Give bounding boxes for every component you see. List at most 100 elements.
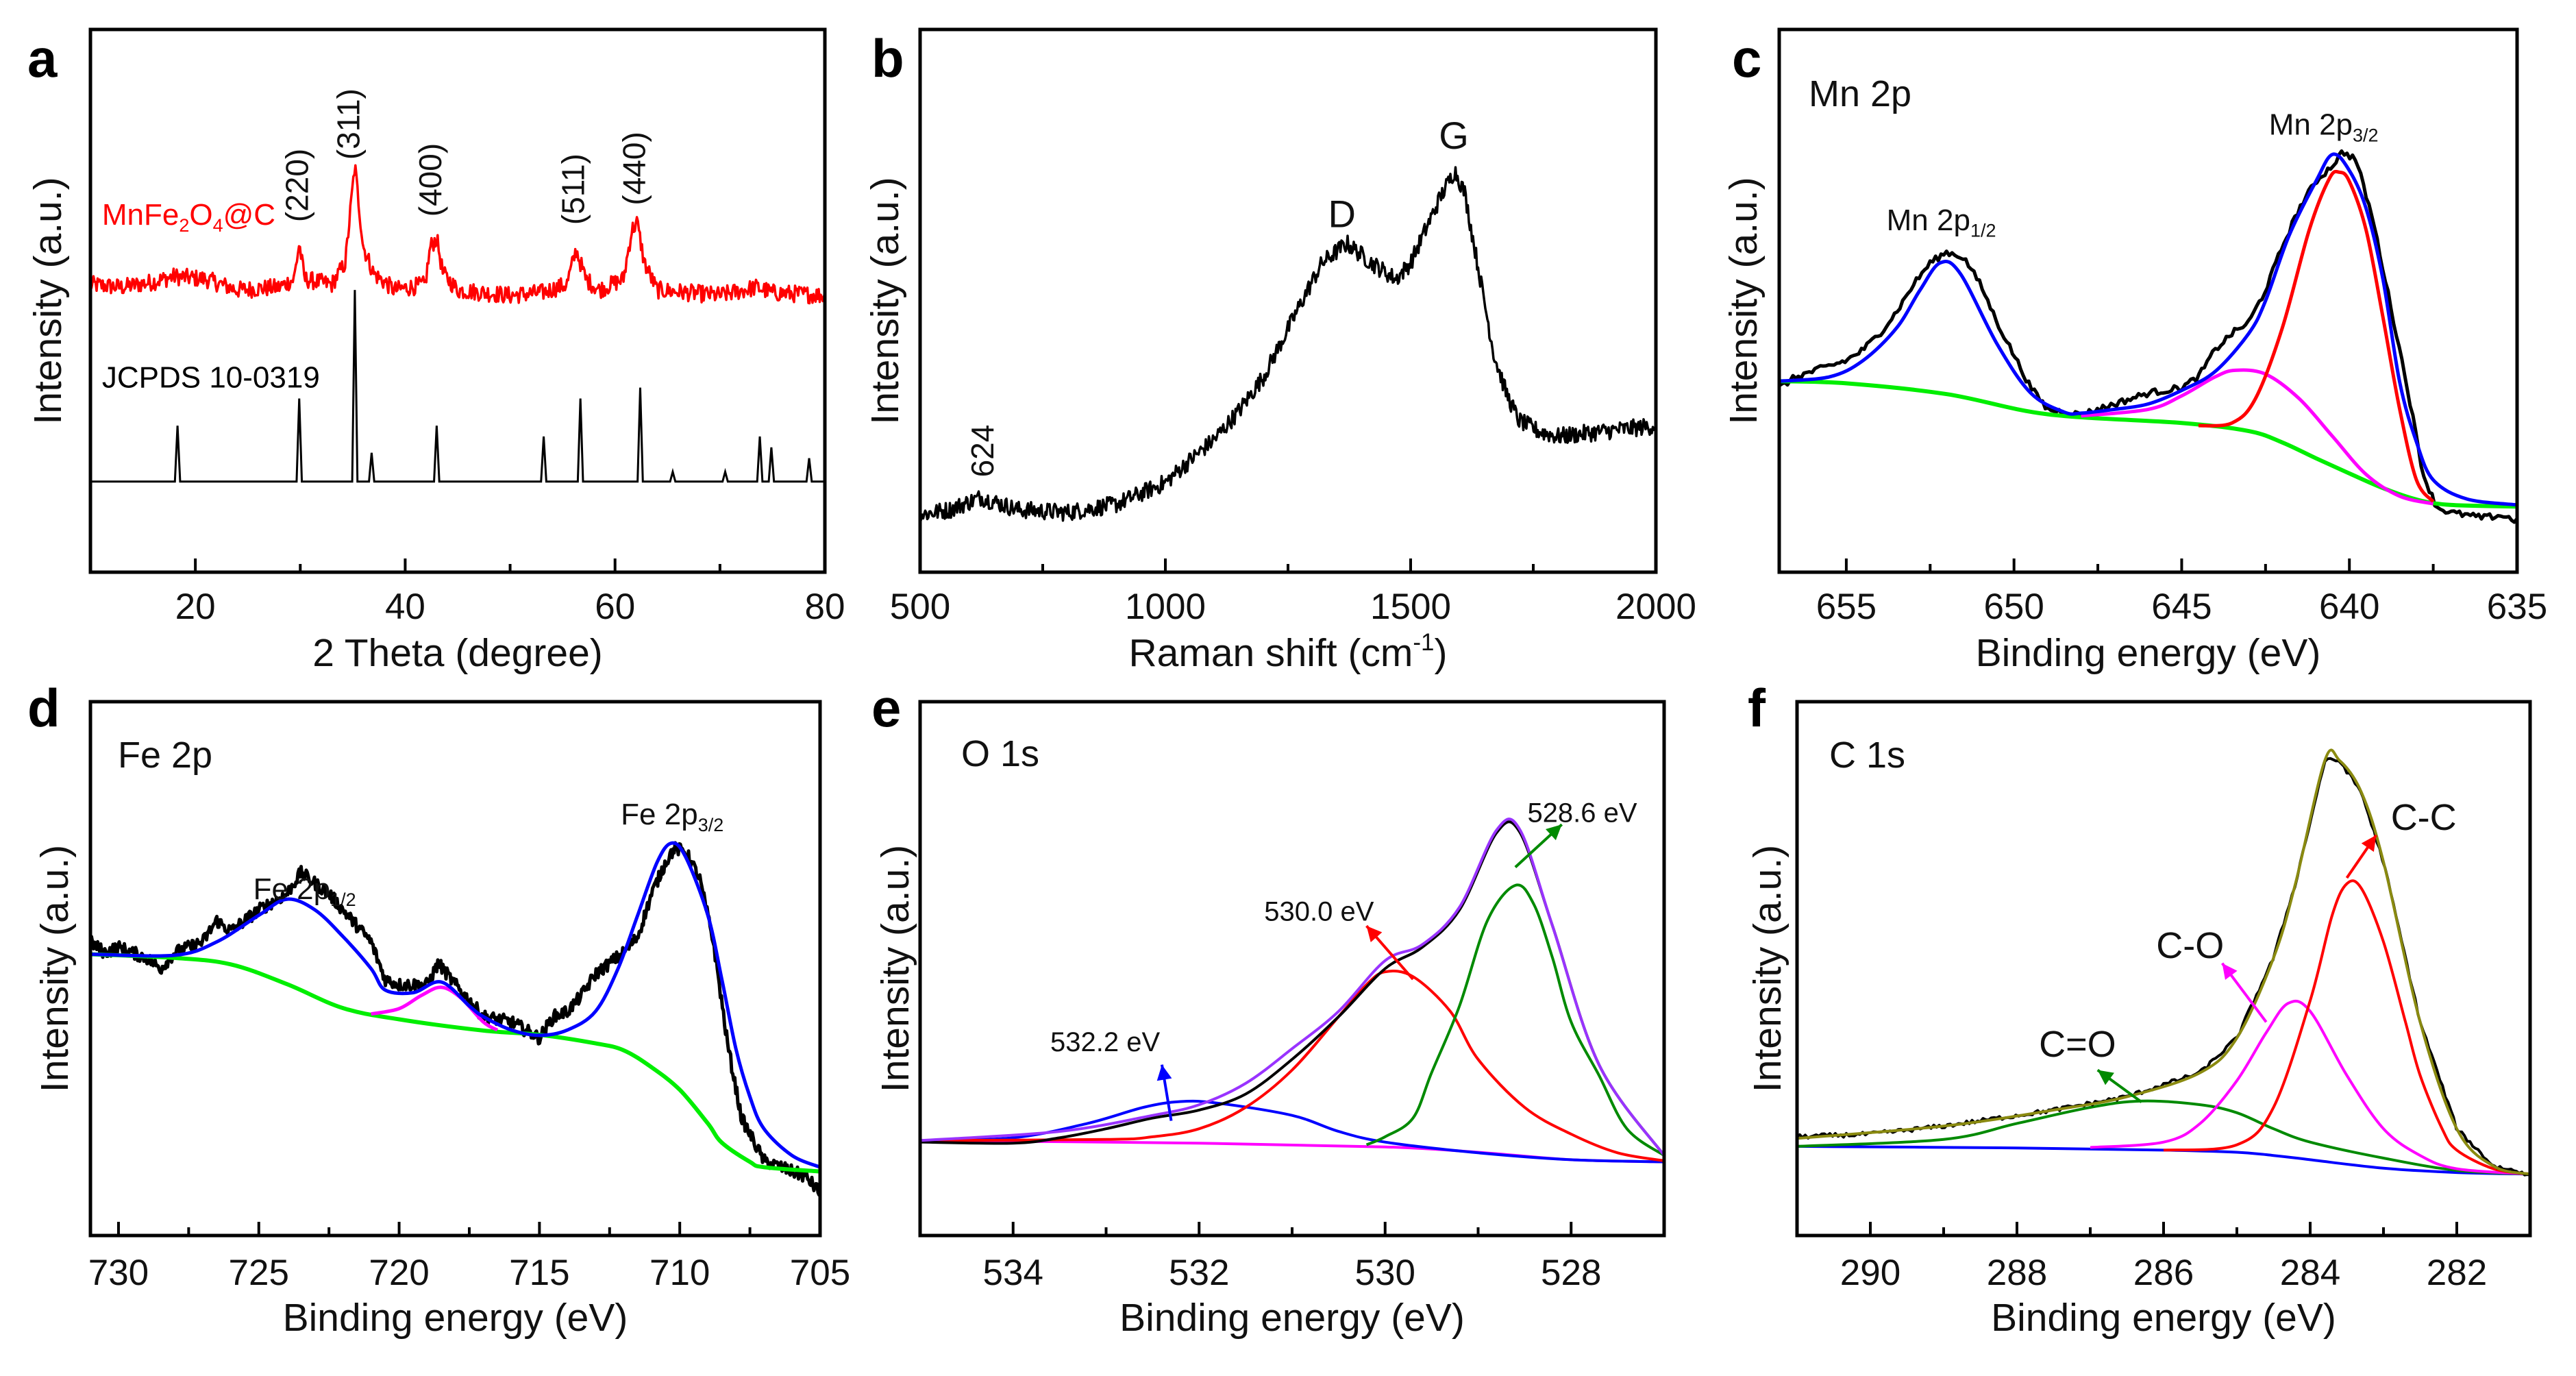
x-axis-title: Binding energy (eV): [1119, 1296, 1465, 1340]
x-tick-label: 655: [1816, 587, 1877, 627]
series-line-4: [920, 820, 1664, 1157]
plot-frame: [1777, 27, 2519, 574]
x-tick-label: 20: [175, 587, 216, 627]
annotation-label: JCPDS 10-0319: [102, 361, 320, 395]
x-tick-label: 705: [790, 1253, 850, 1293]
annotation-label: (220): [280, 149, 315, 222]
y-axis-title: Intensity (a.u.): [863, 177, 907, 424]
panel-title: C 1s: [1829, 735, 1905, 776]
annotation-label: C-C: [2391, 797, 2457, 838]
annotation-label: D: [1328, 192, 1356, 235]
x-tick-label: 730: [88, 1253, 149, 1293]
panel-a: a 20 40 60 80 2 Theta (degree) Intensity (a.u.…: [26, 27, 845, 675]
series-line-2: [371, 985, 499, 1032]
series-line-0: [90, 841, 820, 1197]
annotation-label: G: [1439, 114, 1469, 157]
annotation-label: Fe 2p3/2​: [621, 798, 723, 835]
annotation-label: Mn 2p3/2​: [2269, 108, 2379, 146]
series-line-2: [2090, 999, 2530, 1176]
x-axis-title: Raman shift (cm-1​): [1128, 629, 1447, 675]
plot-area: [920, 818, 1664, 1164]
arrow-head-icon: [2361, 835, 2377, 852]
x-tick-label: 60: [595, 587, 635, 627]
series-line-1: [920, 1099, 1664, 1164]
series-line-1: [1797, 1099, 2530, 1176]
arrow-head-icon: [1366, 926, 1383, 942]
series-line-2: [920, 970, 1664, 1162]
x-tick-label: 640: [2319, 587, 2379, 627]
x-tick-label: 1000: [1125, 587, 1206, 627]
x-tick-label: 290: [1840, 1253, 1900, 1293]
series-line-2: [2081, 368, 2434, 506]
x-axis-title: Binding energy (eV): [283, 1296, 628, 1340]
x-tick-label: 1500: [1370, 587, 1451, 627]
x-tick-label: 286: [2133, 1253, 2194, 1293]
series-line-1: [90, 952, 820, 1174]
series-line-4: [1779, 152, 2517, 507]
series-line-3: [2198, 169, 2435, 503]
plot-frame: [88, 27, 827, 574]
annotation-label: C=O: [2039, 1024, 2116, 1065]
panel-b: b 500 1000 1500 2000 Raman shift (cm-1​) Inten…: [863, 27, 1696, 675]
arrow-head-icon: [2097, 1070, 2114, 1085]
x-tick-label: 715: [509, 1253, 569, 1293]
panel-e: e 534 532 530 528 Binding energy (eV) Intensit…: [871, 678, 1666, 1340]
x-tick-label: 720: [369, 1253, 429, 1293]
series-line-5: [1797, 748, 2530, 1176]
series-line-3: [90, 841, 820, 1169]
x-axis-title: Binding energy (eV): [1991, 1296, 2336, 1340]
plot-frame: [918, 27, 1658, 574]
x-tick-label: 532: [1169, 1253, 1229, 1293]
series-line-3: [2163, 879, 2530, 1176]
panel-letter: f: [1748, 678, 1766, 738]
y-axis-title: Intensity (a.u.): [26, 177, 70, 424]
y-axis-title: Intensity (a.u.): [1722, 177, 1766, 424]
y-axis-title: Intensity (a.u.): [33, 845, 77, 1092]
arrow-head-icon: [1546, 824, 1562, 841]
x-tick-label: 284: [2280, 1253, 2340, 1293]
series-line-0: [1797, 1144, 2530, 1176]
series-line-mnfe2o4-c: [90, 164, 825, 305]
x-tick-label: 500: [890, 587, 950, 627]
x-axis-title: 2 Theta (degree): [312, 631, 603, 675]
series-line-0: [1779, 149, 2517, 524]
x-tick-label: 710: [649, 1253, 710, 1293]
x-tick-label: 2000: [1615, 587, 1696, 627]
annotation-label: 530.0 eV: [1264, 896, 1374, 926]
panel-title: Fe 2p: [118, 735, 212, 776]
panel-title: Mn 2p: [1809, 73, 1911, 114]
annotation-label: (511): [555, 153, 591, 225]
plot-frame: [918, 700, 1666, 1238]
annotation-label: (400): [412, 143, 448, 217]
series-line-5: [920, 818, 1664, 1157]
panel-f: f 290 288 286 284 282 Binding energy (eV) Inten…: [1746, 678, 2532, 1340]
panel-letter: a: [27, 28, 58, 88]
annotation-label: MnFe2​O4​@C: [102, 198, 275, 236]
annotation-label: 624: [965, 425, 1000, 478]
x-tick-label: 725: [229, 1253, 289, 1293]
annotation-label: (311): [331, 88, 367, 160]
x-tick-label: 528: [1541, 1253, 1601, 1293]
x-tick-label: 288: [1987, 1253, 2047, 1293]
y-axis-title: Intensity (a.u.): [874, 845, 917, 1092]
annotation-label: 532.2 eV: [1050, 1027, 1160, 1057]
panel-title: O 1s: [961, 733, 1039, 774]
panel-c: c 655 650 645 640 635 Binding energy (eV) Inten…: [1722, 27, 2547, 675]
x-tick-label: 80: [805, 587, 845, 627]
plot-area: [90, 164, 825, 483]
x-tick-label: 534: [983, 1253, 1043, 1293]
panel-letter: e: [871, 678, 901, 738]
series-line-0: [920, 166, 1656, 524]
plot-frame: [88, 700, 822, 1238]
x-tick-label: 530: [1355, 1253, 1415, 1293]
annotation-label: (440): [616, 132, 652, 205]
y-axis-title: Intensity (a.u.): [1746, 845, 1789, 1092]
plot-area: [90, 841, 820, 1197]
x-tick-label: 40: [385, 587, 425, 627]
x-tick-label: 650: [1983, 587, 2044, 627]
panel-letter: c: [1732, 28, 1761, 88]
panel-letter: b: [871, 28, 904, 88]
arrow-head-icon: [2222, 963, 2238, 980]
arrow-head-icon: [1156, 1064, 1172, 1081]
